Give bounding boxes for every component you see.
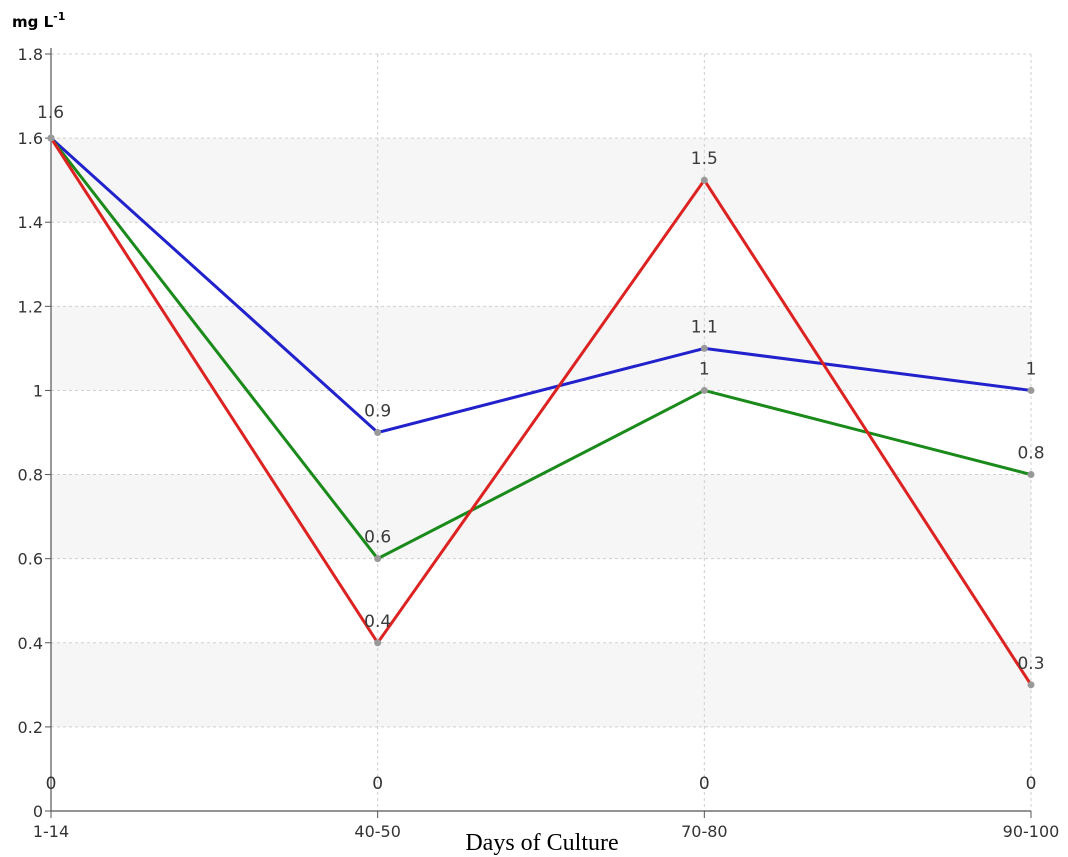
data-point (374, 639, 382, 647)
y-tick-label: 1.6 (18, 129, 43, 148)
data-label: 0.9 (364, 402, 391, 422)
data-label: 0.8 (1017, 444, 1044, 464)
y-tick-label: 0.6 (18, 550, 43, 569)
series-line (49, 136, 1032, 435)
data-label: 1 (1026, 359, 1037, 379)
grid-band (51, 642, 1031, 727)
data-label: 1.1 (691, 317, 718, 337)
data-label: 0.3 (1017, 654, 1044, 674)
x-tick-label: 40-50 (354, 822, 401, 841)
y-tick-label: 0.2 (18, 718, 43, 737)
grid-band (51, 474, 1031, 559)
data-label: 0.6 (364, 528, 391, 548)
y-tick-label: 1.4 (18, 213, 43, 232)
zero-label: 0 (1026, 774, 1037, 794)
zero-label: 0 (46, 774, 57, 794)
y-tick-label: 0.4 (18, 634, 43, 653)
data-label: 1 (699, 359, 710, 379)
x-axis-title: Days of Culture (465, 830, 618, 856)
data-point (1027, 386, 1035, 394)
x-tick-label: 1-14 (33, 822, 69, 841)
y-tick-label: 1.2 (18, 297, 43, 316)
grid-band (51, 306, 1031, 391)
y-tick-label: 0 (33, 802, 43, 821)
x-tick-label: 70-80 (681, 822, 728, 841)
data-label: 1.5 (691, 149, 718, 169)
y-unit-label: mg L-1 (12, 10, 65, 31)
series-line (49, 137, 1033, 686)
x-tick-label: 90-100 (1003, 822, 1060, 841)
data-point (700, 176, 708, 184)
data-label: 0.4 (364, 612, 391, 632)
data-point (1027, 471, 1035, 479)
data-point (374, 555, 382, 563)
data-point (700, 386, 708, 394)
data-point (700, 344, 708, 352)
y-tick-label: 0.8 (18, 466, 43, 485)
grid-band (51, 138, 1031, 223)
zero-label: 0 (372, 774, 383, 794)
data-point (1027, 681, 1035, 689)
y-tick-label: 1 (33, 381, 43, 400)
y-tick-label: 1.8 (18, 45, 43, 64)
data-point (374, 429, 382, 436)
data-label: 1.6 (37, 103, 64, 123)
zero-label: 0 (699, 774, 710, 794)
data-point (47, 134, 55, 142)
